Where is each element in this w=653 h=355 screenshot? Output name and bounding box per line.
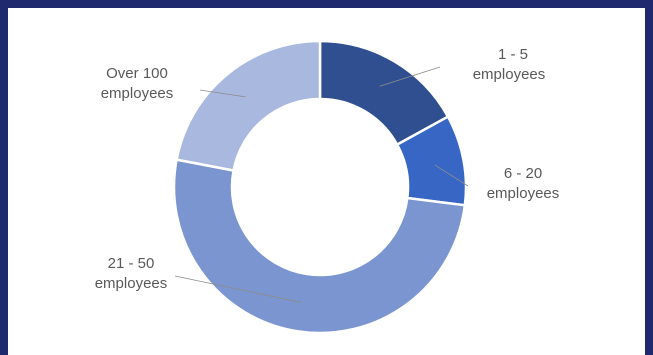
label-6-20-line2: employees [487,185,560,202]
leader-over-100-employees [199,89,246,98]
slice-21-50-employees [172,158,467,335]
label-6-20-line1: 6 - 20 [504,165,542,182]
leader-1-5-employees [379,66,441,87]
leader-lines [174,66,469,303]
label-21-50-line1: 21 - 50 [108,255,155,272]
label-over-100-line1: Over 100 [106,65,168,82]
label-21-50-line2: employees [95,275,168,292]
donut-slices [172,39,468,335]
slice-over-100-employees [175,39,322,172]
label-over-100-line2: employees [101,85,174,102]
label-1-5-line1: 1 - 5 [498,46,528,63]
leader-21-50-employees [174,275,302,303]
label-1-5-line2: employees [473,66,546,83]
leader-6-20-employees [434,164,469,187]
